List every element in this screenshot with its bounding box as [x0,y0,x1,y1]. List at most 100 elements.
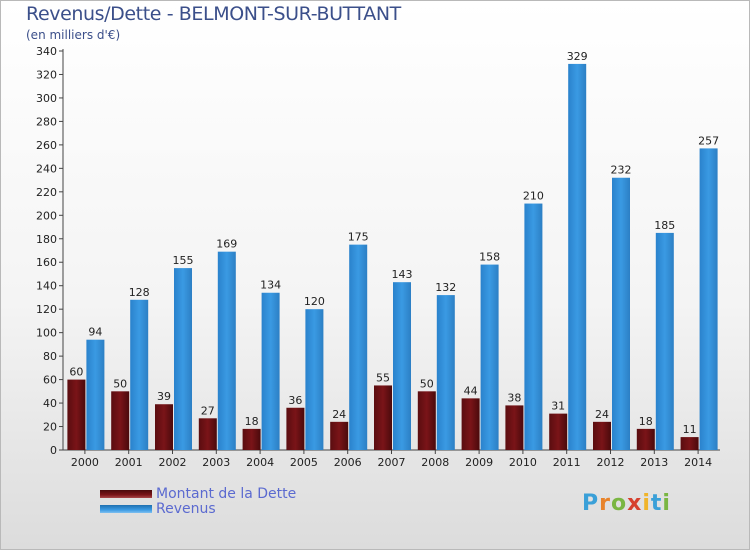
logo-letter: P [582,491,600,516]
data-label-revenue-2012: 232 [611,164,632,177]
bar-debt-2003 [198,418,217,450]
bar-revenue-2004 [261,292,280,450]
data-label-debt-2006: 24 [332,408,346,421]
y-tick-label: 340 [36,45,57,58]
bar-revenue-2002 [174,268,192,450]
logo-letter: r [599,491,611,516]
logo-letter: x [627,491,643,516]
y-tick-label: 200 [36,209,57,222]
data-label-debt-2005: 36 [288,394,302,407]
bar-debt-2006 [330,421,349,450]
data-label-debt-2001: 50 [113,377,127,390]
y-tick-label: 100 [36,327,57,340]
x-tick-label-2001: 2001 [115,456,143,469]
x-tick-label-2009: 2009 [465,456,493,469]
y-tick-label: 40 [43,397,57,410]
y-tick-label: 80 [43,350,57,363]
bar-revenue-2000 [86,339,105,450]
y-tick-label: 0 [50,444,57,457]
x-tick-label-2000: 2000 [71,456,99,469]
data-label-debt-2003: 27 [201,404,215,417]
bar-debt-2011 [549,413,568,450]
y-tick-label: 120 [36,303,57,316]
data-label-debt-2013: 18 [639,415,653,428]
data-label-revenue-2001: 128 [129,286,150,299]
label-layer: 60 94 50 128 39 155 27 169 18 134 36 120 24 175 55 143 5… [69,50,719,436]
data-label-revenue-2004: 134 [260,279,281,292]
x-tick-label-2012: 2012 [597,456,625,469]
x-tick-label-2002: 2002 [159,456,187,469]
x-tick-label-2007: 2007 [378,456,406,469]
logo-letter: i [662,491,671,516]
bar-revenue-2009 [480,264,499,450]
data-label-debt-2002: 39 [157,390,171,403]
y-tick-label: 300 [36,92,57,105]
bar-revenue-2003 [217,251,236,450]
y-tick-label: 220 [36,186,57,199]
legend-label-revenue: Revenus [156,501,216,517]
debt-swatch [100,490,152,498]
bar-revenue-2012 [612,177,630,450]
x-tick-label-2008: 2008 [421,456,449,469]
bar-debt-2001 [111,391,130,450]
bar-debt-2000 [67,379,86,450]
y-tick-label: 280 [36,115,57,128]
y-tick-label: 140 [36,280,57,293]
x-tick-label-2014: 2014 [684,456,712,469]
bar-debt-2012 [593,421,611,450]
bar-debt-2004 [242,428,261,450]
bar-debt-2014 [680,437,699,450]
bar-debt-2008 [417,391,436,450]
y-tick-label: 320 [36,68,57,81]
y-tick-label: 60 [43,374,57,387]
data-label-revenue-2011: 329 [567,50,588,63]
data-label-revenue-2010: 210 [523,190,544,203]
data-label-revenue-2013: 185 [654,219,675,232]
data-label-debt-2004: 18 [245,415,259,428]
bar-revenue-2007 [393,282,411,450]
data-label-revenue-2002: 155 [173,254,194,267]
x-tick-label-2011: 2011 [553,456,581,469]
bar-revenue-2011 [568,63,587,451]
bar-revenue-2005 [305,309,324,450]
bar-debt-2010 [505,405,524,450]
data-label-revenue-2008: 132 [435,281,456,294]
x-tick-label-2006: 2006 [334,456,362,469]
bar-layer [67,63,718,451]
y-tick-label: 240 [36,162,57,175]
axis-layer: 0 20 40 60 80 100 120 140 160 180 200 220 240 260 280 3… [36,45,720,469]
chart-subtitle: (en milliers d'€) [26,28,121,42]
x-tick-label-2010: 2010 [509,456,537,469]
data-label-debt-2014: 11 [683,423,697,436]
data-label-revenue-2007: 143 [392,268,413,281]
logo-letter: i [642,491,651,516]
y-tick-label: 160 [36,256,57,269]
bar-debt-2005 [286,407,305,450]
data-label-revenue-2005: 120 [304,295,325,308]
bar-revenue-2013 [655,232,674,450]
bar-revenue-2006 [349,244,368,450]
data-label-revenue-2014: 257 [698,134,719,147]
bar-debt-2007 [374,385,392,450]
data-label-debt-2010: 38 [507,391,521,404]
bar-debt-2002 [155,404,173,450]
bar-revenue-2008 [436,295,455,450]
chart-title: Revenus/Dette - BELMONT-SUR-BUTTANT [26,3,401,25]
data-label-debt-2000: 60 [69,366,83,379]
x-tick-label-2005: 2005 [290,456,318,469]
logo-letter: t [650,491,663,516]
y-tick-label: 180 [36,233,57,246]
data-label-revenue-2000: 94 [88,326,102,339]
legend-item-debt: Montant de la Dette [100,486,296,502]
data-label-debt-2008: 50 [420,377,434,390]
bar-revenue-2010 [524,203,543,450]
revenue-swatch [100,505,152,513]
bar-debt-2009 [461,398,480,450]
data-label-revenue-2009: 158 [479,251,500,264]
data-label-debt-2009: 44 [464,384,478,397]
legend-item-revenue: Revenus [100,501,216,517]
data-label-revenue-2003: 169 [216,238,237,251]
bar-debt-2013 [636,428,655,450]
proxiti-logo: Proxiti [582,491,671,516]
